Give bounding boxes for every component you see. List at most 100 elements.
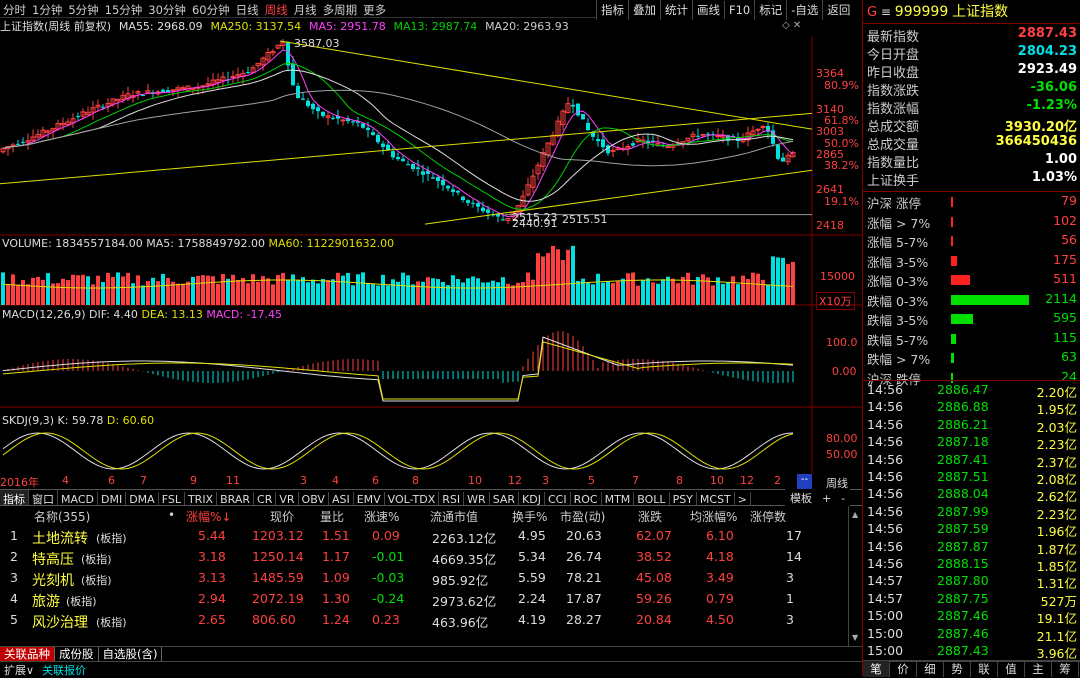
indicator-tab[interactable]: FSL [159,492,185,505]
column-header[interactable]: 名称(355) [34,510,91,524]
breadth-row: 跌幅 5-7% 115 [863,330,1080,349]
period-tab[interactable]: 60分钟 [191,3,230,17]
table-row[interactable]: 3 光刻机 (板指) 3.13 1485.59 1.09 -0.03 985.92亿 5.59 7… [0,570,862,591]
bottom-tab[interactable]: 成份股 [55,647,99,662]
axis-toggle[interactable]: -- [797,474,812,489]
column-header[interactable]: 均涨幅% [690,510,738,524]
status-item[interactable]: 扩展∨ [4,664,35,677]
table-scrollbar[interactable]: ▲ ▼ [848,506,862,646]
tool-button[interactable]: F10 [724,1,754,19]
tool-button[interactable]: 画线 [692,0,724,20]
quote-tab[interactable]: 联 [971,661,998,677]
indicator-tab[interactable]: TRIX [185,492,218,505]
bottom-tab[interactable]: 关联品种 [0,647,55,662]
diamond-icon[interactable]: ◇ ✕ [782,20,802,31]
template-button[interactable]: + [822,492,832,505]
trade-amount: 2.23亿 [1036,506,1077,522]
column-header[interactable]: 涨幅%↓ [186,510,232,524]
column-header[interactable]: 现价 [270,510,295,524]
quote-tab[interactable]: 价 [890,661,917,677]
tool-button[interactable]: -自选 [786,0,822,20]
stat-row: 昨日收盘 2923.49 [863,62,1080,81]
column-header[interactable]: 涨停数 [750,510,787,524]
tool-button[interactable]: 指标 [596,0,628,20]
trade-time: 14:56 [867,451,904,467]
period-tab[interactable]: 多周期 [322,3,358,17]
period-tab[interactable]: 30分钟 [148,3,186,17]
indicator-tab[interactable]: DMI [98,492,127,505]
cell-pe: 28.27 [566,612,602,627]
indicator-tab[interactable]: > [735,492,751,505]
indicator-tab[interactable]: MACD [58,492,98,505]
period-tab[interactable]: 月线 [293,3,317,17]
tool-button[interactable]: 统计 [660,0,692,20]
cell-diff: 62.07 [636,528,672,543]
indicator-tab[interactable]: VOL-TDX [385,492,440,505]
column-header[interactable]: • [168,508,176,522]
quote-tab[interactable]: 值 [998,661,1025,677]
period-tab[interactable]: 日线 [235,3,259,17]
period-tab[interactable]: 周线 [264,3,288,17]
table-row[interactable]: 1 土地流转 (板指) 5.44 1203.12 1.51 0.09 2263.12亿 4.95… [0,528,862,549]
quote-tab[interactable]: 细 [917,661,944,677]
trade-time: 14:56 [867,434,904,450]
column-header[interactable]: 换手% [512,510,548,524]
indicator-tab[interactable]: KDJ [519,492,545,505]
tool-button[interactable]: 返回 [822,0,854,20]
column-header[interactable]: 涨跌 [638,510,663,524]
indicator-tab[interactable]: OBV [299,492,329,505]
indicator-tab[interactable]: BRAR [217,492,255,505]
chart-name[interactable]: 上证指数(周线 前复权) [0,20,112,33]
indicator-tab[interactable]: VR [276,492,299,505]
tool-button[interactable]: 标记 [754,0,786,20]
indicator-tab[interactable]: WR [464,492,490,505]
indicator-tab[interactable]: EMV [354,492,385,505]
scroll-down-icon[interactable]: ▼ [852,633,859,642]
indicator-tab[interactable]: 指标 [0,490,29,505]
period-tab[interactable]: 5分钟 [68,3,99,17]
column-header[interactable]: 涨速% [364,510,400,524]
chart-canvas [0,36,862,474]
quote-tab[interactable]: 笔 [863,661,890,677]
column-header[interactable]: 市盈(动) [560,510,606,524]
column-header[interactable]: 量比 [320,510,345,524]
indicator-tab[interactable]: MCST [697,492,735,505]
template-button[interactable]: 模板 [790,492,812,505]
indicator-tab[interactable]: BOLL [634,492,670,505]
quote-tab[interactable]: 筹 [1052,661,1079,677]
indicator-tab[interactable]: CR [254,492,277,505]
indicator-tab[interactable]: 窗口 [29,490,58,505]
breadth-value: 56 [1061,232,1077,247]
period-tab[interactable]: 15分钟 [104,3,143,17]
indicator-tab[interactable]: ROC [571,492,602,505]
indicator-tab[interactable]: DMA [126,492,159,505]
breadth-value: 79 [1061,193,1077,208]
period-tab[interactable]: 1分钟 [32,3,63,17]
table-row[interactable]: 5 风沙治理 (板指) 2.65 806.60 1.24 0.23 463.96亿 4.19 28… [0,612,862,633]
column-header[interactable]: 流通市值 [430,510,479,524]
indicator-tab[interactable]: SAR [490,492,520,505]
volume-title: VOLUME: 1834557184.00 MA5: 1758849792.00… [2,237,394,250]
quote-tab[interactable]: 主 [1025,661,1052,677]
indicator-tab[interactable]: CCI [545,492,571,505]
bottom-tab[interactable]: 自选股(含) [98,647,163,662]
breadth-value: 63 [1061,349,1077,364]
ma20-label: MA20: 2963.93 [485,20,569,33]
period-tab[interactable]: 更多 [363,3,387,17]
indicator-tab[interactable]: RSI [439,492,465,505]
indicator-tab[interactable]: PSY [670,492,697,505]
table-row[interactable]: 4 旅游 (板指) 2.94 2072.19 1.30 -0.24 2973.62亿 2.24 1… [0,591,862,612]
template-button[interactable]: - [841,492,846,505]
menu-icon[interactable]: ≡ [880,5,891,19]
breadth-row: 涨幅 5-7% 56 [863,232,1080,251]
cell-chg: 3.13 [198,570,226,585]
table-row[interactable]: 2 特高压 (板指) 3.18 1250.14 1.17 -0.01 4669.35亿 5.34… [0,549,862,570]
period-tab[interactable]: 分时 [3,3,26,17]
status-item[interactable]: 关联报价 [42,664,87,677]
indicator-tab[interactable]: ASI [329,492,354,505]
trade-row: 14:56 2886.47 2.20亿 [863,382,1080,400]
indicator-tab[interactable]: MTM [602,492,635,505]
scroll-up-icon[interactable]: ▲ [852,510,859,519]
tool-button[interactable]: 叠加 [628,0,660,20]
quote-tab[interactable]: 势 [944,661,971,677]
